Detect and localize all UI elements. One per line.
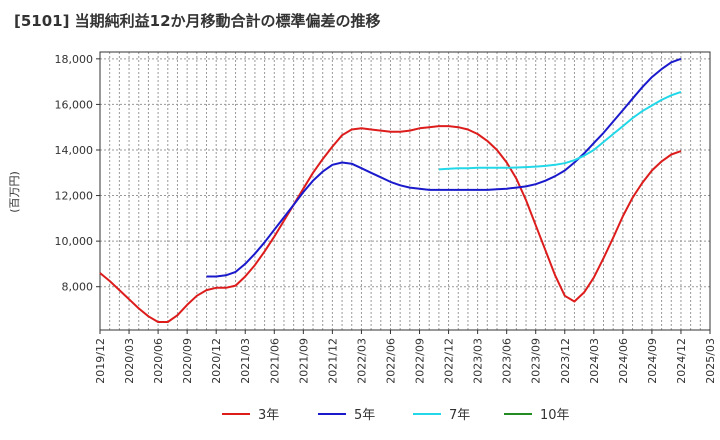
x-tick-label: 2024/06 (617, 338, 630, 384)
x-tick-label: 2023/03 (472, 338, 485, 384)
y-tick-label: 16,000 (55, 98, 94, 111)
x-tick-label: 2024/09 (646, 338, 659, 384)
series-line-2 (438, 90, 682, 171)
series-lines (99, 57, 682, 323)
x-tick-label: 2022/12 (443, 338, 456, 384)
legend-label-3: 10年 (540, 408, 570, 423)
x-tick-label: 2023/09 (530, 338, 543, 384)
y-axis: 8,000 10,000 12,000 14,000 16,000 18,000 (55, 53, 100, 294)
y-tick-label: 10,000 (55, 235, 94, 248)
legend-label-2: 7年 (449, 408, 470, 423)
plot-frame (99, 51, 711, 331)
x-tick-label: 2020/03 (123, 338, 136, 384)
x-tick-label: 2021/06 (268, 338, 281, 384)
x-axis: 2019/12 2020/03 2020/06 2020/09 2020/12 2021/… (94, 330, 717, 384)
y-axis-label: (百万円) (8, 171, 21, 213)
x-tick-label: 2025/03 (704, 338, 717, 384)
y-tick-label: 8,000 (62, 281, 94, 294)
x-tick-label: 2023/06 (501, 338, 514, 384)
x-tick-label: 2021/09 (297, 338, 310, 384)
x-tick-label: 2023/12 (559, 338, 572, 384)
x-tick-label: 2020/06 (152, 338, 165, 384)
legend: 3年 5年 7年 10年 (222, 408, 570, 423)
y-tick-label: 14,000 (55, 144, 94, 157)
x-tick-label: 2021/03 (239, 338, 252, 384)
x-tick-label: 2021/12 (326, 338, 339, 384)
x-tick-label: 2019/12 (94, 338, 107, 384)
x-tick-label: 2022/09 (414, 338, 427, 384)
legend-label-0: 3年 (258, 408, 279, 423)
chart-title: [5101] 当期純利益12か月移動合計の標準偏差の推移 (14, 12, 381, 30)
y-tick-label: 12,000 (55, 190, 94, 203)
x-tick-label: 2024/03 (588, 338, 601, 384)
series-line-0 (99, 125, 682, 323)
series-line-1 (206, 57, 682, 278)
x-tick-label: 2022/03 (355, 338, 368, 384)
x-tick-label: 2022/06 (384, 338, 397, 384)
legend-label-1: 5年 (354, 408, 375, 423)
grid (100, 52, 710, 330)
y-tick-label: 18,000 (55, 53, 94, 66)
x-tick-label: 2020/12 (210, 338, 223, 384)
x-tick-label: 2024/12 (675, 338, 688, 384)
x-tick-label: 2020/09 (181, 338, 194, 384)
